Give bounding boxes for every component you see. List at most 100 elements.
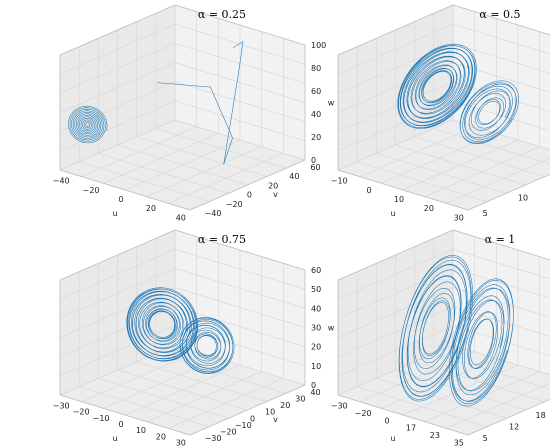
z-tick-label: 50 xyxy=(311,285,321,294)
grid-line xyxy=(452,119,550,151)
box-edge xyxy=(174,229,306,271)
y-tick-label: 0 xyxy=(250,414,255,423)
x-tick-label: 35 xyxy=(454,438,464,446)
z-axis-label: w xyxy=(328,99,335,108)
y-tick-label: 0 xyxy=(247,191,252,200)
x-tick-label: 23 xyxy=(430,431,440,440)
z-tick-label: 20 xyxy=(311,343,321,352)
y-tick-label: 10 xyxy=(265,408,275,417)
x-tick-label: −20 xyxy=(355,409,372,418)
z-tick-label: 80 xyxy=(311,64,321,73)
z-tick-label: 40 xyxy=(311,110,321,119)
grid-line xyxy=(433,127,550,165)
x-axis-label: u xyxy=(390,434,395,443)
box-edge xyxy=(467,398,550,436)
y-tick-label: 20 xyxy=(268,181,278,190)
grid-line xyxy=(174,23,306,65)
panel-title: α = 1 xyxy=(485,233,516,246)
trajectory xyxy=(68,40,244,165)
x-tick-label: −10 xyxy=(331,177,348,186)
y-tick-label: 30 xyxy=(295,395,305,404)
trajectory-series-1 xyxy=(179,317,235,374)
trajectory xyxy=(126,287,235,374)
x-tick-label: 20 xyxy=(156,432,166,441)
y-tick-label: −20 xyxy=(226,200,243,209)
z-tick-label: 40 xyxy=(311,304,321,313)
tick-labels: −30−2001723355121825321726323540 xyxy=(331,402,546,446)
trajectory-series-2 xyxy=(223,40,244,165)
trajectory-series-0 xyxy=(397,43,477,129)
z-tick-label: 20 xyxy=(311,133,321,142)
x-tick-label: −10 xyxy=(93,414,110,423)
box-edge xyxy=(452,4,550,36)
panel-title: α = 0.75 xyxy=(198,233,246,246)
box-edge xyxy=(59,229,176,281)
z-tick-label: 60 xyxy=(311,266,321,275)
y-tick-label: 40 xyxy=(289,172,299,181)
x-tick-label: −40 xyxy=(53,177,70,186)
grid-line xyxy=(452,248,550,280)
y-tick-label: −20 xyxy=(220,427,237,436)
box-edge xyxy=(337,229,454,281)
z-axis-label: w xyxy=(328,324,335,333)
grid-line xyxy=(59,248,176,300)
x-tick-label: −30 xyxy=(53,402,70,411)
tick-labels: −1001020305101520010203040 xyxy=(331,177,528,223)
floor-pane xyxy=(338,120,550,210)
z-tick-label: 0 xyxy=(311,381,316,390)
box-edge xyxy=(189,159,306,211)
y-tick-label: −10 xyxy=(235,421,252,430)
grid-line xyxy=(452,287,550,318)
box-edge xyxy=(189,384,306,436)
x-tick-label: 20 xyxy=(424,204,434,213)
y-tick-label: 60 xyxy=(310,163,320,172)
box-edge xyxy=(337,169,469,211)
y-tick-label: 10 xyxy=(518,194,528,203)
box-edge xyxy=(452,229,550,261)
x-tick-label: 0 xyxy=(384,416,389,425)
y-tick-label: 5 xyxy=(483,434,488,443)
x-tick-label: 20 xyxy=(146,204,156,213)
panel-alpha-1: −30−2001723355121825321726323540uvwα = 1 xyxy=(331,229,550,446)
x-axis-label: u xyxy=(112,434,117,443)
z-tick-label: 0 xyxy=(311,156,316,165)
grid-line xyxy=(174,248,306,290)
trajectory-series-0 xyxy=(68,105,108,144)
x-tick-label: 17 xyxy=(406,424,416,433)
y-tick-label: 20 xyxy=(280,401,290,410)
grid-line xyxy=(337,248,454,300)
x-tick-label: −30 xyxy=(331,402,348,411)
box-edge xyxy=(59,169,191,211)
y-tick-label: 5 xyxy=(483,209,488,218)
x-tick-label: 0 xyxy=(118,420,123,429)
x-tick-label: −20 xyxy=(73,408,90,417)
trajectory-series-0 xyxy=(398,255,473,402)
trajectory xyxy=(398,255,514,407)
x-tick-label: 40 xyxy=(176,213,186,222)
x-axis-label: u xyxy=(112,209,117,218)
y-tick-label: 40 xyxy=(310,388,320,397)
x-tick-label: 30 xyxy=(176,438,186,446)
x-tick-label: 30 xyxy=(454,213,464,222)
x-tick-label: 0 xyxy=(118,195,123,204)
grid-line xyxy=(174,119,306,161)
y-tick-label: −30 xyxy=(205,434,222,443)
grid-line xyxy=(59,23,176,75)
floor-pane xyxy=(338,345,550,435)
x-tick-label: 10 xyxy=(136,426,146,435)
grid-line xyxy=(452,267,550,299)
z-tick-label: 60 xyxy=(311,87,321,96)
trajectory-series-1 xyxy=(448,278,514,407)
x-tick-label: 0 xyxy=(367,186,372,195)
trajectory-series-0 xyxy=(126,287,198,362)
panel-alpha-0-5: −1001020305101520010203040uvwα = 0.5 xyxy=(331,4,550,223)
z-tick-label: 30 xyxy=(311,324,321,333)
z-tick-label: 100 xyxy=(311,41,326,50)
box-edge xyxy=(467,173,550,211)
box-edge xyxy=(337,4,454,56)
y-axis-label: v xyxy=(273,190,278,199)
